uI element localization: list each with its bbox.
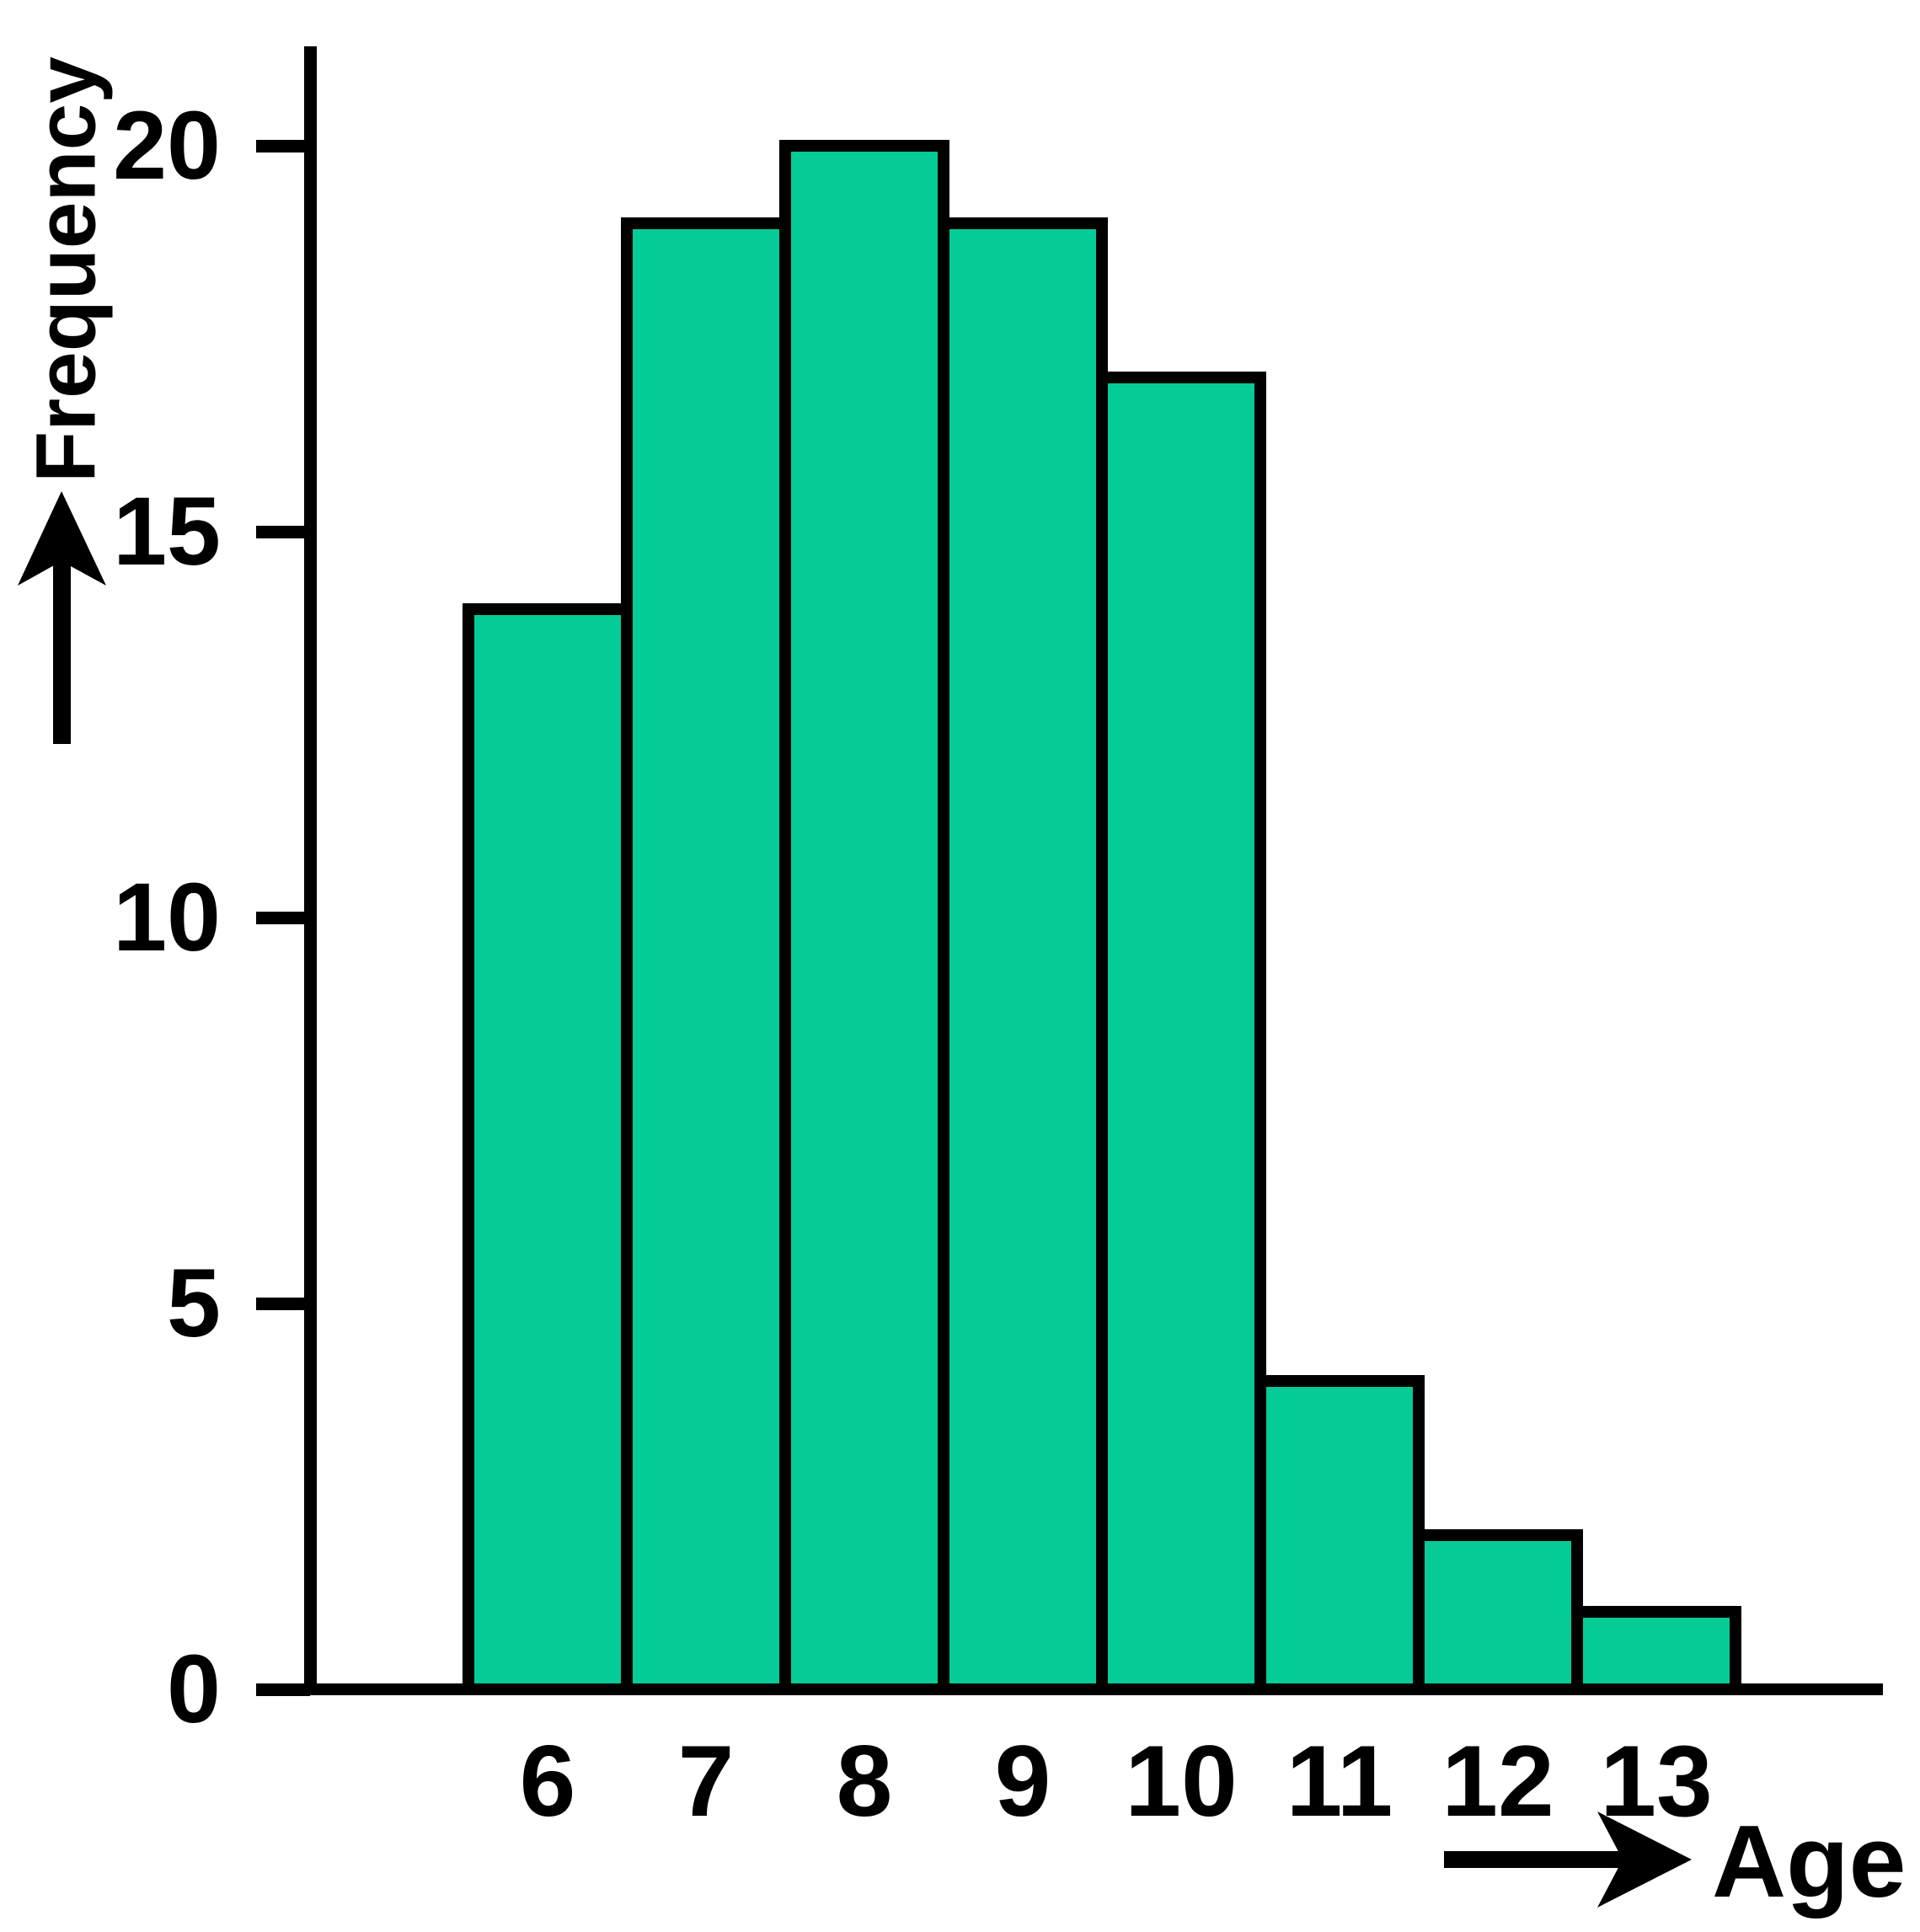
x-tick-label-6: 6	[519, 1725, 576, 1838]
y-tick-mark-0	[256, 1683, 310, 1696]
y-axis-line	[304, 46, 317, 1695]
y-tick-label-20: 20	[113, 92, 221, 200]
x-axis-title: Age	[1712, 1804, 1907, 1919]
x-tick-label-9: 9	[994, 1725, 1051, 1838]
bar-age-9	[938, 217, 1108, 1695]
bar-age-7	[621, 217, 791, 1695]
y-tick-mark-15	[256, 526, 310, 538]
bar-age-8	[779, 140, 949, 1695]
up-arrow-icon	[18, 491, 106, 744]
x-tick-label-8: 8	[836, 1725, 893, 1838]
bar-age-12	[1413, 1529, 1583, 1695]
x-tick-label-10: 10	[1125, 1725, 1238, 1838]
x-tick-label-13: 13	[1600, 1725, 1713, 1838]
y-tick-label-0: 0	[167, 1635, 221, 1743]
bar-age-6	[463, 603, 633, 1695]
x-tick-label-7: 7	[677, 1725, 735, 1838]
y-tick-mark-20	[256, 140, 310, 153]
x-tick-label-12: 12	[1441, 1725, 1554, 1838]
y-tick-label-10: 10	[113, 864, 221, 971]
bar-age-11	[1254, 1375, 1425, 1695]
right-arrow-icon	[1444, 1812, 1692, 1908]
x-tick-label-11: 11	[1286, 1725, 1393, 1838]
y-tick-mark-10	[256, 912, 310, 924]
bar-age-10	[1096, 372, 1266, 1695]
y-tick-label-5: 5	[167, 1250, 221, 1357]
bar-age-13	[1571, 1606, 1741, 1695]
y-tick-label-15: 15	[113, 478, 221, 586]
y-tick-mark-5	[256, 1298, 310, 1310]
